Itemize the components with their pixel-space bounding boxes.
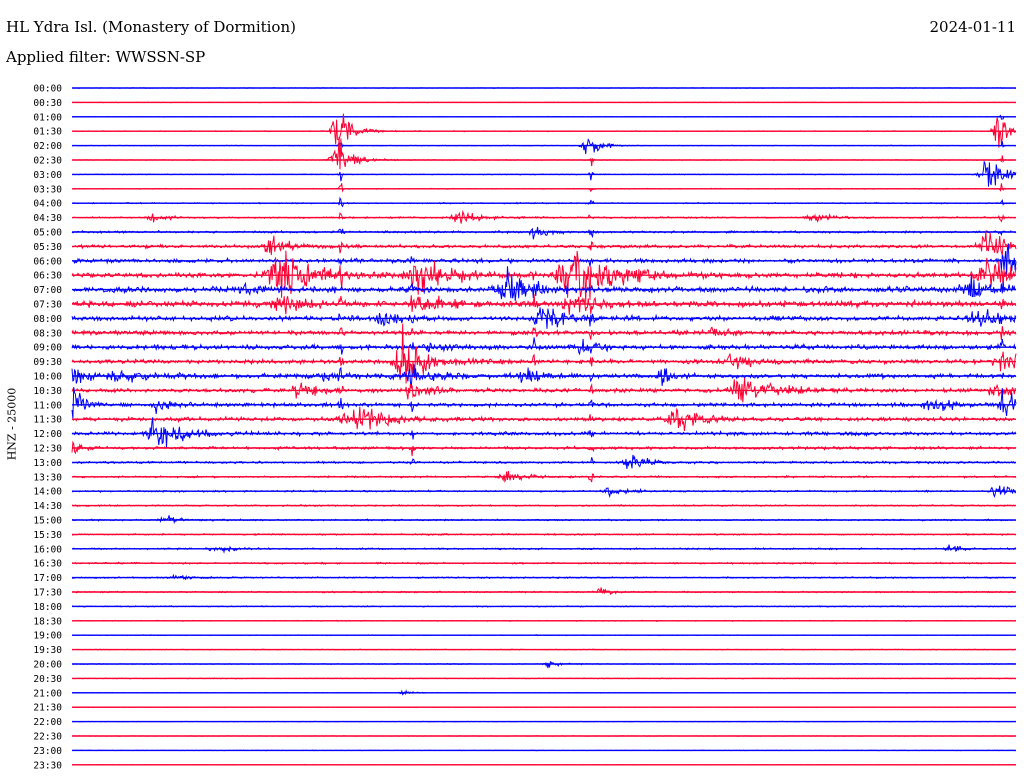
trace-row-0900 <box>71 337 1017 356</box>
time-tick-label: 07:00 <box>33 285 62 296</box>
time-tick-label: 17:30 <box>33 588 62 599</box>
time-tick-label: 10:00 <box>33 372 62 383</box>
time-tick-label: 20:30 <box>33 674 62 685</box>
time-tick-label: 02:00 <box>33 141 62 152</box>
trace-row-1500 <box>71 515 1017 525</box>
time-tick-label: 20:00 <box>33 660 62 671</box>
time-tick-label: 01:30 <box>33 127 62 138</box>
time-tick-label: 06:00 <box>33 256 62 267</box>
time-tick-label: 22:00 <box>33 717 62 728</box>
time-tick-label: 07:30 <box>33 300 62 311</box>
time-tick-label: 22:30 <box>33 732 62 743</box>
time-tick-label: 14:00 <box>33 487 62 498</box>
time-tick-label: 04:00 <box>33 199 62 210</box>
time-tick-label: 16:30 <box>33 559 62 570</box>
time-tick-label: 05:30 <box>33 242 62 253</box>
trace-row-0500 <box>71 226 1017 240</box>
filter-label: Applied filter: WWSSN-SP <box>6 48 206 66</box>
trace-row-0200 <box>71 138 1016 155</box>
trace-row-1200 <box>71 417 1017 448</box>
time-tick-label: 18:30 <box>33 616 62 627</box>
time-tick-label: 12:30 <box>33 444 62 455</box>
time-tick-label: 11:30 <box>33 415 62 426</box>
time-tick-label: 15:00 <box>33 516 62 527</box>
trace-row-2000 <box>71 660 1017 669</box>
trace-row-0230 <box>71 136 1017 170</box>
time-tick-label: 17:00 <box>33 573 62 584</box>
time-tick-label: 13:30 <box>33 472 62 483</box>
time-tick-label: 00:30 <box>33 98 62 109</box>
trace-row-0530 <box>71 230 1017 256</box>
time-tick-label: 09:30 <box>33 357 62 368</box>
time-tick-label: 08:00 <box>33 314 62 325</box>
time-tick-label: 09:00 <box>33 343 62 354</box>
time-tick-label: 10:30 <box>33 386 62 397</box>
time-tick-label: 21:00 <box>33 688 62 699</box>
time-tick-label: 18:00 <box>33 602 62 613</box>
trace-row-0700 <box>71 266 1017 301</box>
time-tick-label: 15:30 <box>33 530 62 541</box>
time-tick-label: 03:30 <box>33 184 62 195</box>
trace-row-1730 <box>71 587 1017 596</box>
time-tick-label: 02:30 <box>33 156 62 167</box>
time-tick-label: 05:00 <box>33 228 62 239</box>
trace-row-0630 <box>71 250 1017 304</box>
trace-row-1230 <box>71 440 1017 457</box>
time-tick-label: 16:00 <box>33 544 62 555</box>
time-tick-label: 00:00 <box>33 84 62 95</box>
trace-row-0600 <box>71 243 1017 277</box>
trace-row-0800 <box>71 307 1017 329</box>
time-tick-label: 01:00 <box>33 112 62 123</box>
time-tick-label: 21:30 <box>33 703 62 714</box>
time-tick-label: 23:30 <box>33 760 62 771</box>
date-label: 2024-01-11 <box>929 18 1016 36</box>
time-tick-label: 08:30 <box>33 328 62 339</box>
time-tick-label: 04:30 <box>33 213 62 224</box>
time-tick-label: 03:00 <box>33 170 62 181</box>
time-tick-label: 13:00 <box>33 458 62 469</box>
station-title: HL Ydra Isl. (Monastery of Dormition) <box>6 18 296 36</box>
time-tick-label: 11:00 <box>33 400 62 411</box>
time-tick-label: 14:30 <box>33 501 62 512</box>
time-tick-label: 12:00 <box>33 429 62 440</box>
time-tick-label: 06:30 <box>33 271 62 282</box>
trace-row-0330 <box>71 183 1017 193</box>
trace-row-0400 <box>71 196 1017 208</box>
time-tick-label: 23:00 <box>33 746 62 757</box>
time-tick-label: 19:00 <box>33 631 62 642</box>
trace-row-1100 <box>71 387 1017 419</box>
time-tick-label: 19:30 <box>33 645 62 656</box>
